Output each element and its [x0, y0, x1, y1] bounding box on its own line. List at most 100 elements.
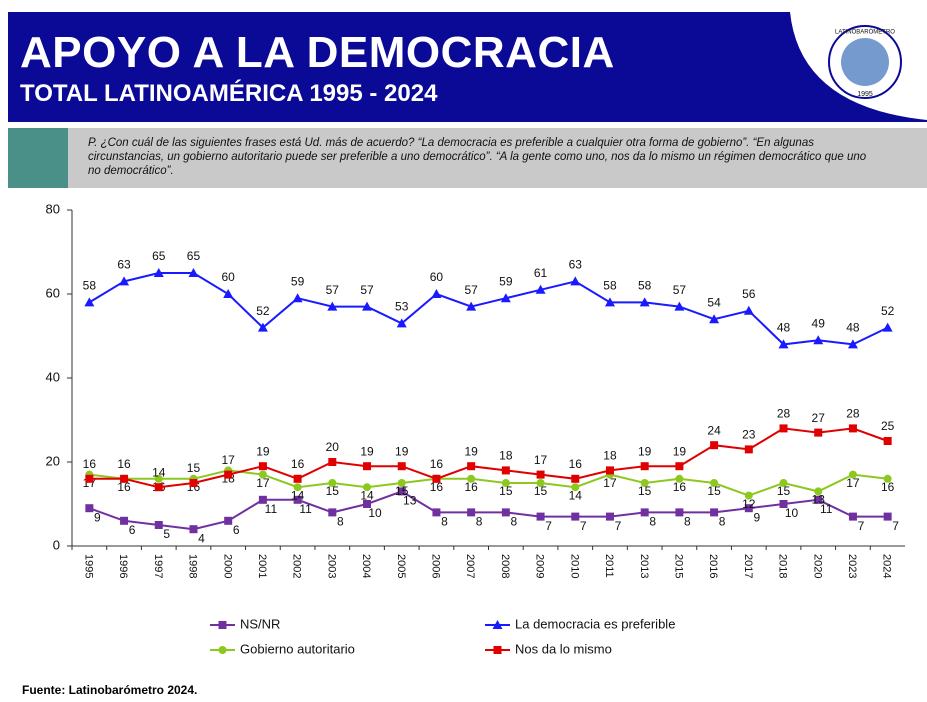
point — [328, 479, 337, 487]
data-label: 7 — [545, 519, 552, 533]
point — [154, 483, 163, 492]
data-label: 63 — [569, 258, 583, 272]
point — [432, 474, 441, 483]
data-label: 10 — [785, 506, 799, 520]
data-label: 8 — [476, 515, 483, 529]
data-label: 16 — [83, 457, 97, 471]
data-label: 57 — [326, 283, 340, 297]
point — [605, 466, 614, 475]
data-label: 6 — [129, 523, 136, 537]
data-label: 19 — [464, 444, 478, 458]
x-tick-label: 2024 — [881, 554, 893, 578]
y-tick-label: 20 — [46, 453, 60, 468]
point — [883, 437, 892, 445]
data-label: 53 — [395, 300, 409, 314]
x-tick-label: 2013 — [638, 554, 650, 578]
point — [604, 297, 615, 307]
x-tick-label: 2004 — [360, 554, 372, 578]
data-label: 7 — [858, 519, 865, 533]
point — [710, 479, 719, 487]
data-label: 57 — [360, 283, 374, 297]
point — [467, 462, 476, 471]
y-tick-label: 40 — [46, 369, 60, 384]
point — [640, 462, 649, 471]
point — [84, 297, 95, 307]
data-label: 19 — [256, 444, 270, 458]
y-tick-label: 0 — [53, 537, 60, 552]
data-label: 8 — [684, 515, 691, 529]
point — [814, 487, 823, 496]
point — [709, 314, 720, 324]
x-tick-label: 2020 — [811, 554, 823, 578]
legend-label: NS/NR — [240, 616, 280, 631]
data-label: 11 — [265, 502, 278, 516]
x-tick-label: 1998 — [187, 554, 199, 578]
data-label: 15 — [187, 461, 201, 475]
point — [258, 470, 267, 479]
point — [153, 268, 164, 277]
data-label: 19 — [360, 444, 374, 458]
data-label: 9 — [753, 510, 760, 524]
data-label: 56 — [742, 287, 756, 301]
x-tick-label: 2003 — [325, 554, 337, 578]
point — [396, 318, 407, 328]
legend-marker — [218, 646, 227, 654]
point — [536, 479, 545, 487]
point — [224, 516, 233, 525]
legend-marker — [218, 621, 227, 629]
point — [744, 504, 753, 513]
data-label: 5 — [163, 527, 170, 541]
data-label: 28 — [777, 407, 791, 421]
data-label: 17 — [603, 476, 617, 490]
data-label: 14 — [360, 488, 374, 502]
point — [154, 474, 163, 483]
data-label: 59 — [499, 274, 513, 288]
point — [120, 516, 129, 525]
point — [501, 466, 510, 475]
legend-marker — [493, 646, 502, 654]
point — [292, 293, 303, 303]
point — [675, 462, 684, 471]
data-label: 15 — [707, 484, 721, 498]
data-label: 13 — [403, 494, 417, 508]
point — [85, 504, 94, 513]
series-line — [89, 427, 888, 489]
data-label: 48 — [777, 321, 791, 335]
point — [293, 495, 302, 504]
data-label: 49 — [812, 316, 826, 330]
x-tick-label: 2010 — [568, 554, 580, 578]
point — [535, 284, 546, 294]
data-label: 23 — [742, 428, 756, 442]
data-label: 15 — [395, 484, 409, 498]
data-label: 16 — [430, 480, 444, 494]
data-label: 8 — [511, 515, 518, 529]
data-label: 16 — [569, 457, 583, 471]
point — [847, 339, 858, 349]
x-tick-label: 2005 — [395, 554, 407, 578]
data-label: 58 — [83, 279, 97, 293]
data-label: 63 — [117, 258, 131, 272]
legend-marker — [492, 620, 503, 629]
data-label: 60 — [222, 270, 236, 284]
x-tick-label: 2016 — [707, 554, 719, 578]
data-label: 52 — [881, 304, 895, 318]
data-label: 17 — [846, 476, 860, 490]
point — [85, 474, 94, 483]
data-label: 11 — [299, 502, 312, 516]
point — [466, 301, 477, 311]
data-label: 8 — [337, 515, 344, 529]
point — [328, 508, 337, 517]
data-label: 14 — [152, 465, 166, 479]
point — [640, 508, 649, 517]
point — [119, 276, 130, 286]
data-label: 54 — [707, 295, 721, 309]
legend-label: Gobierno autoritario — [240, 641, 355, 656]
data-label: 16 — [117, 480, 131, 494]
data-label: 58 — [603, 279, 617, 293]
data-label: 8 — [649, 515, 656, 529]
data-label: 8 — [441, 515, 448, 529]
data-label: 16 — [673, 480, 687, 494]
question-text: P. ¿Con cuál de las siguientes frases es… — [88, 137, 867, 177]
point — [639, 297, 650, 307]
point — [120, 474, 129, 483]
